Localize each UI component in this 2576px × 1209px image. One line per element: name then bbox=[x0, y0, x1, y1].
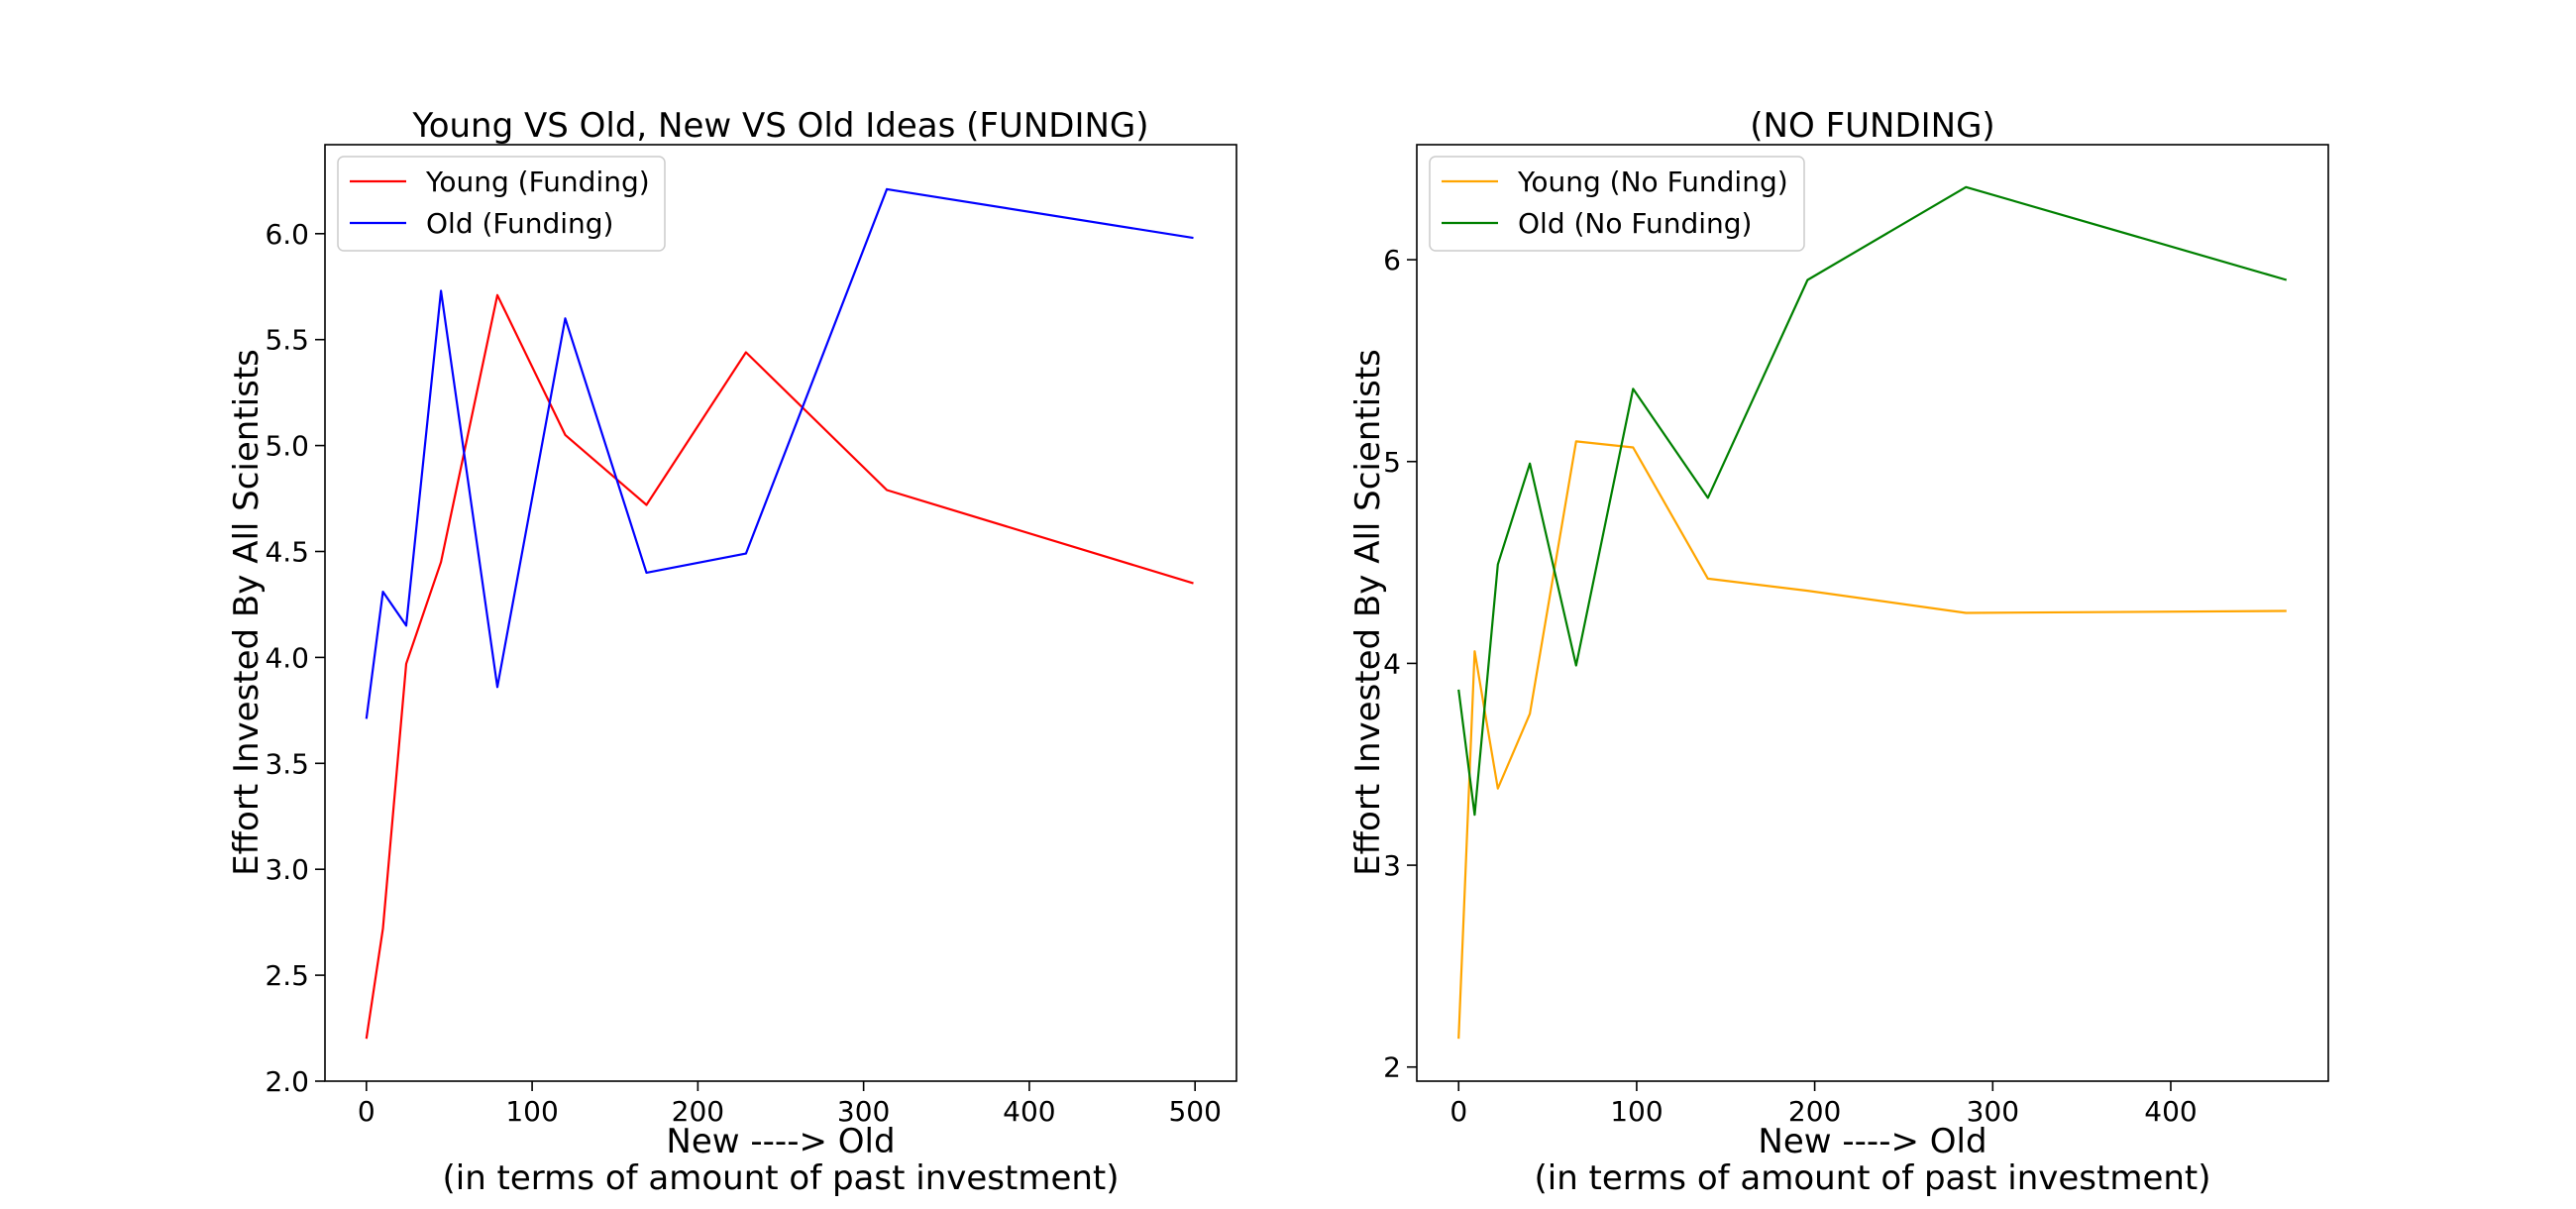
y-tick-label: 3.5 bbox=[265, 747, 309, 780]
y-tick-label: 4 bbox=[1383, 647, 1401, 680]
x-axis-label: New ----> Old bbox=[1758, 1122, 1986, 1161]
chart-no-funding: (NO FUNDING) 0 100 200 300 400 2 3 4 5 6 New ---… bbox=[1348, 106, 2329, 1198]
legend-box bbox=[1429, 156, 1805, 252]
series-line-old-no-funding bbox=[1457, 185, 2288, 817]
y-tick-label: 2 bbox=[1383, 1051, 1401, 1084]
legend-label-young-funding: Young (Funding) bbox=[425, 165, 650, 198]
x-tick-label: 400 bbox=[2144, 1095, 2197, 1128]
y-axis-ticks: 2 3 4 5 6 bbox=[1383, 244, 1417, 1084]
legend-label-old-no-funding: Old (No Funding) bbox=[1518, 207, 1752, 240]
y-tick-label: 3.0 bbox=[265, 853, 309, 886]
plot-frame bbox=[1416, 144, 2329, 1082]
y-tick-label: 2.0 bbox=[265, 1065, 309, 1098]
x-tick-label: 100 bbox=[505, 1095, 558, 1128]
x-tick-label: 200 bbox=[672, 1095, 724, 1128]
legend-box bbox=[337, 156, 666, 252]
y-tick-label: 4.5 bbox=[265, 535, 309, 568]
y-tick-label: 6.0 bbox=[265, 218, 309, 251]
series-line-young-no-funding bbox=[1457, 440, 2287, 1040]
legend: Young (Funding) Old (Funding) bbox=[337, 156, 666, 252]
series-layer bbox=[365, 187, 1194, 1040]
x-tick-label: 300 bbox=[837, 1095, 890, 1128]
legend-label-young-no-funding: Young (No Funding) bbox=[1517, 165, 1788, 198]
legend: Young (No Funding) Old (No Funding) bbox=[1429, 156, 1805, 252]
y-tick-label: 5.5 bbox=[265, 324, 309, 357]
y-axis-label: Effort Invested By All Scientists bbox=[1348, 349, 1388, 876]
series-line-young-funding bbox=[365, 293, 1194, 1040]
x-tick-label: 0 bbox=[358, 1095, 376, 1128]
chart-funding: Young VS Old, New VS Old Ideas (FUNDING)… bbox=[227, 106, 1237, 1198]
y-axis-label: Effort Invested By All Scientists bbox=[227, 349, 267, 876]
y-tick-label: 3 bbox=[1383, 849, 1401, 882]
y-axis-ticks: 2.0 2.5 3.0 3.5 4.0 4.5 5.0 5.5 6.0 bbox=[265, 218, 325, 1098]
plot-frame bbox=[324, 144, 1237, 1082]
y-tick-label: 5 bbox=[1383, 446, 1401, 479]
x-tick-label: 300 bbox=[1967, 1095, 2019, 1128]
x-axis-ticks: 0 100 200 300 400 bbox=[1449, 1081, 2198, 1128]
y-tick-label: 2.5 bbox=[265, 959, 309, 992]
x-tick-label: 100 bbox=[1610, 1095, 1663, 1128]
chart-title: Young VS Old, New VS Old Ideas (FUNDING) bbox=[411, 106, 1148, 146]
series-line-old-funding bbox=[365, 187, 1194, 719]
series-layer bbox=[1457, 185, 2288, 1040]
x-axis-label: New ----> Old bbox=[666, 1122, 895, 1161]
x-tick-label: 200 bbox=[1788, 1095, 1841, 1128]
x-axis-label-secondary: (in terms of amount of past investment) bbox=[1534, 1158, 2210, 1198]
y-tick-label: 5.0 bbox=[265, 430, 309, 463]
y-tick-label: 6 bbox=[1383, 244, 1401, 276]
chart-title: (NO FUNDING) bbox=[1750, 106, 1994, 146]
x-tick-label: 0 bbox=[1449, 1095, 1467, 1128]
x-axis-ticks: 0 100 200 300 400 500 bbox=[358, 1081, 1222, 1128]
legend-label-old-funding: Old (Funding) bbox=[426, 207, 613, 240]
x-tick-label: 400 bbox=[1003, 1095, 1055, 1128]
x-axis-label-secondary: (in terms of amount of past investment) bbox=[442, 1158, 1119, 1198]
y-tick-label: 4.0 bbox=[265, 641, 309, 674]
x-tick-label: 500 bbox=[1168, 1095, 1221, 1128]
